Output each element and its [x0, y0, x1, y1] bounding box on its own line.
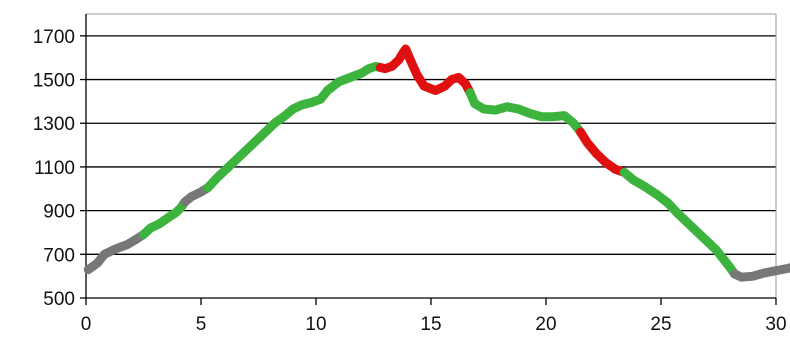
x-tick-label-15: 15 — [420, 314, 441, 335]
data-series — [83, 44, 790, 282]
series-0-segment-5-green — [465, 88, 585, 137]
horizontal-gridlines — [86, 35, 776, 255]
y-tick-label-900: 900 — [43, 202, 75, 223]
series-0-segment-6-red — [576, 127, 629, 177]
series-0-segment-0-gray — [83, 230, 148, 275]
series-0-segment-1-green — [139, 197, 190, 240]
x-tick-label-0: 0 — [81, 314, 92, 335]
x-tick-label-5: 5 — [196, 314, 207, 335]
x-tick-label-30: 30 — [765, 314, 786, 335]
series-0-segment-8-gray — [730, 263, 790, 282]
series-0-segment-3-green — [203, 61, 385, 193]
axes — [80, 13, 777, 305]
tick-labels: 500 700 900 1100 1300 1500 1700 0 5 10 15 20 25 30 — [33, 27, 787, 335]
y-tick-label-1100: 1100 — [34, 158, 75, 179]
x-tick-label-20: 20 — [535, 314, 556, 335]
x-tick-label-10: 10 — [305, 314, 326, 335]
y-tick-label-1700: 1700 — [33, 27, 75, 48]
x-tick-label-25: 25 — [650, 314, 671, 335]
y-tick-label-1500: 1500 — [33, 71, 75, 92]
y-tick-label-500: 500 — [43, 289, 75, 310]
series-0-segment-7-green — [619, 167, 740, 279]
y-tick-label-1300: 1300 — [33, 114, 75, 135]
series-0-segment-4-red — [375, 44, 475, 98]
y-tick-label-700: 700 — [43, 245, 75, 266]
